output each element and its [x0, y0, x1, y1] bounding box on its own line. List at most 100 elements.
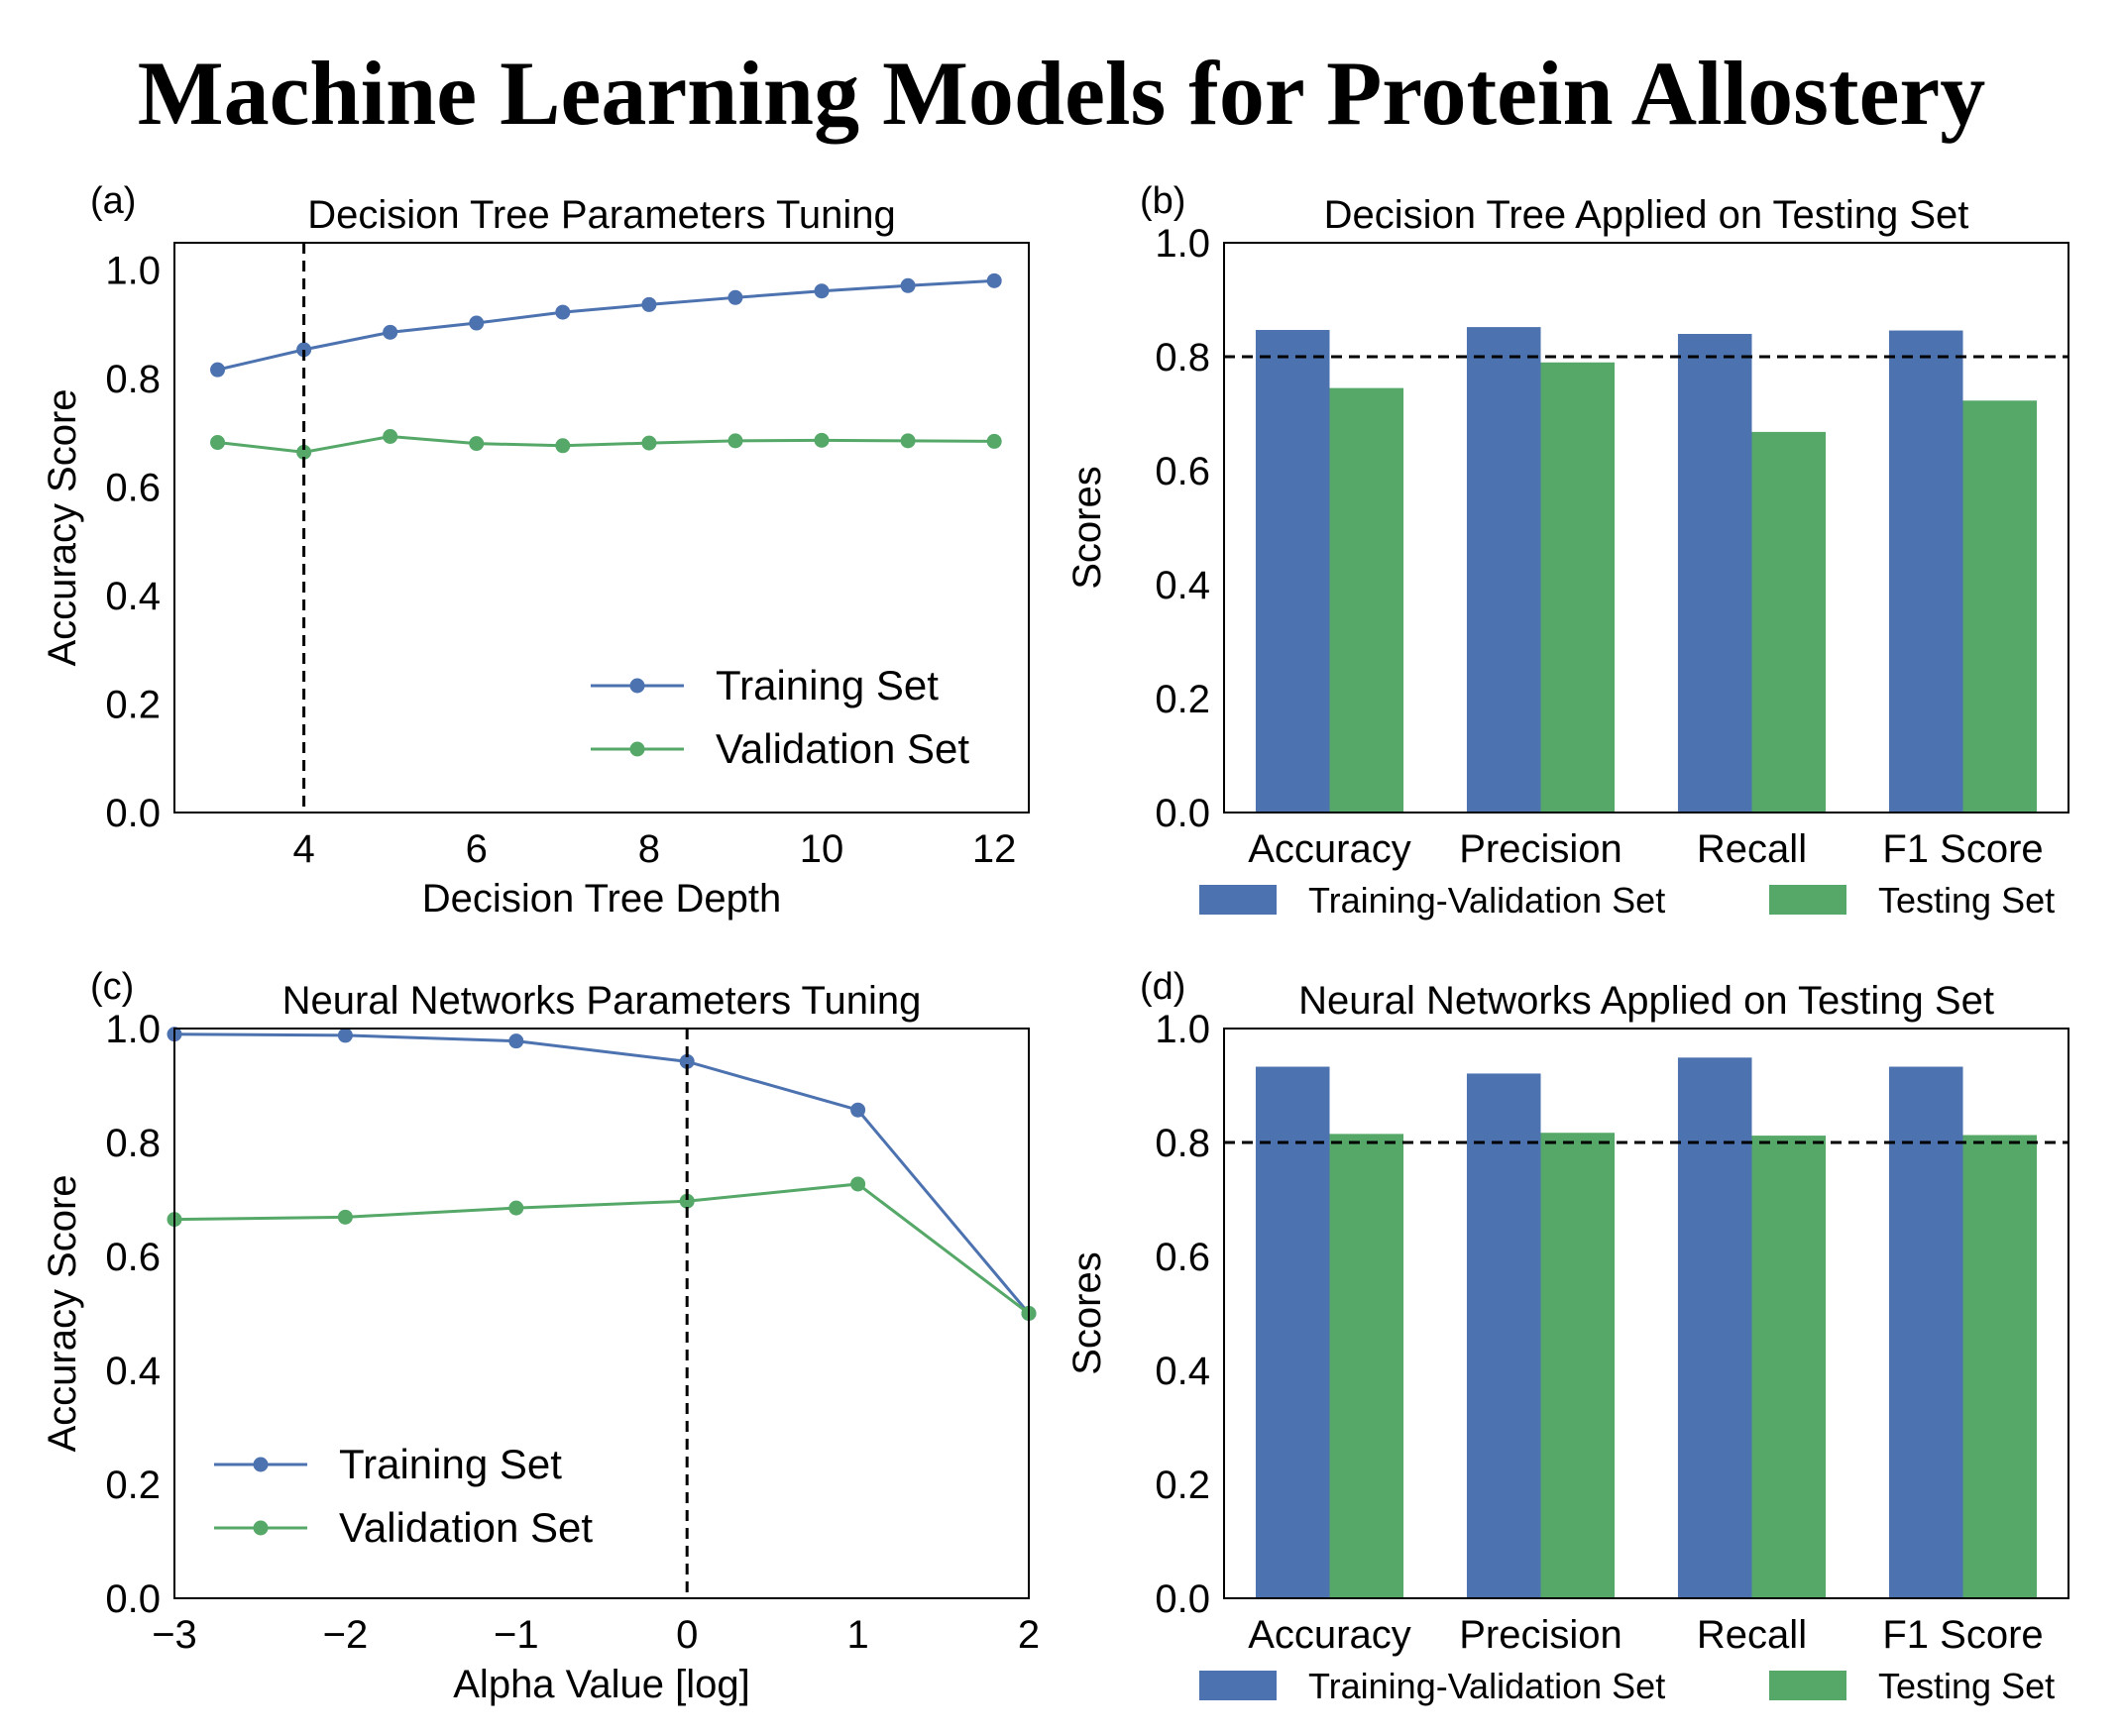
chart-panel-4: (d) Neural Networks Applied on Testing Se… — [1065, 966, 2069, 1706]
legend-marker — [629, 678, 645, 694]
x-tick-label: Recall — [1697, 827, 1807, 871]
x-tick-label: 0 — [676, 1613, 698, 1657]
y-axis-label: Scores — [1065, 1251, 1109, 1375]
data-point — [986, 433, 1002, 449]
legend-label: Testing Set — [1878, 1666, 2055, 1706]
y-tick-label: 0.0 — [1155, 792, 1210, 835]
data-point — [679, 1193, 695, 1209]
bar-training-validation — [1677, 1057, 1752, 1598]
legend-label: Validation Set — [339, 1504, 593, 1551]
bar-training-validation — [1888, 330, 1963, 813]
bar-training-validation — [1466, 327, 1541, 813]
bar-training-validation — [1888, 1066, 1963, 1598]
y-axis-label: Accuracy Score — [41, 388, 84, 666]
y-tick-label: 0.8 — [105, 1122, 161, 1165]
y-tick-label: 1.0 — [1155, 222, 1210, 266]
x-tick-label: −3 — [152, 1613, 197, 1657]
x-tick-label: Accuracy — [1248, 1613, 1411, 1657]
data-point — [900, 433, 916, 449]
bar-testing — [1962, 400, 2038, 813]
y-tick-label: 0.4 — [105, 575, 161, 618]
data-point — [555, 304, 571, 320]
x-tick-label: F1 Score — [1882, 827, 2043, 871]
data-point — [296, 342, 312, 358]
y-tick-label: 0.6 — [105, 1236, 161, 1279]
x-axis-label: Decision Tree Depth — [422, 877, 781, 921]
bar-training-validation — [1466, 1073, 1541, 1598]
figure-title: Machine Learning Models for Protein Allo… — [138, 43, 1985, 144]
y-axis-label: Scores — [1065, 466, 1109, 590]
chart-panel-1: (a) Decision Tree Parameters Tuning 0.0 0.2… — [41, 180, 1030, 921]
series-line-2 — [217, 434, 995, 454]
legend-label: Training Set — [339, 1441, 562, 1487]
data-point — [641, 435, 657, 451]
legend-marker — [253, 1457, 269, 1472]
bar-testing — [1751, 1136, 1827, 1598]
bar-testing — [1540, 362, 1616, 813]
data-point — [337, 1209, 353, 1225]
chart-panel-3: (c) Neural Networks Parameters Tuning 0.0 0… — [41, 966, 1040, 1706]
x-tick-label: 4 — [292, 827, 314, 871]
data-point — [850, 1176, 866, 1192]
y-tick-label: 0.8 — [1155, 1122, 1210, 1165]
y-axis-label: Accuracy Score — [41, 1174, 84, 1452]
y-tick-label: 0.4 — [1155, 1350, 1210, 1393]
data-point — [469, 315, 485, 331]
series-line-2 — [173, 1182, 1030, 1315]
x-tick-label: −1 — [494, 1613, 539, 1657]
x-tick-label: 12 — [972, 827, 1017, 871]
bar-testing — [1962, 1135, 2038, 1598]
y-tick-label: 0.4 — [1155, 564, 1210, 607]
axes-frame — [173, 242, 1030, 814]
axes-frame — [1223, 242, 2069, 814]
bar-testing — [1540, 1133, 1616, 1598]
data-point — [900, 277, 916, 293]
y-tick-label: 0.2 — [1155, 678, 1210, 721]
x-tick-label: Recall — [1697, 1613, 1807, 1657]
y-tick-label: 0.0 — [1155, 1577, 1210, 1621]
y-tick-label: 0.0 — [105, 1577, 161, 1621]
x-tick-label: 6 — [466, 827, 488, 871]
y-tick-label: 0.2 — [105, 1464, 161, 1507]
data-point — [814, 283, 830, 299]
x-tick-label: 10 — [800, 827, 844, 871]
legend-label: Testing Set — [1878, 880, 2055, 921]
series-line-1 — [217, 278, 995, 372]
data-point — [679, 1053, 695, 1069]
chart-title: Neural Networks Parameters Tuning — [282, 979, 922, 1023]
axes-frame — [1223, 1028, 2069, 1599]
panel-label: (a) — [90, 180, 136, 222]
legend-label: Training-Validation Set — [1308, 1666, 1665, 1706]
data-point — [850, 1102, 866, 1118]
x-tick-label: Accuracy — [1248, 827, 1411, 871]
y-tick-label: 1.0 — [1155, 1008, 1210, 1051]
x-tick-label: F1 Score — [1882, 1613, 2043, 1657]
axes-frame — [173, 1028, 1030, 1599]
x-tick-label: 2 — [1018, 1613, 1040, 1657]
bar-training-validation — [1255, 329, 1330, 813]
legend-marker — [253, 1520, 269, 1536]
data-point — [383, 324, 398, 340]
panel-label: (c) — [90, 966, 134, 1008]
x-tick-label: 1 — [846, 1613, 868, 1657]
y-tick-label: 0.0 — [105, 792, 161, 835]
x-tick-label: Precision — [1459, 1613, 1622, 1657]
panel-label: (d) — [1140, 966, 1185, 1008]
y-tick-label: 0.4 — [105, 1350, 161, 1393]
y-tick-label: 0.8 — [105, 358, 161, 401]
legend-swatch — [1199, 1671, 1277, 1700]
chart-title: Decision Tree Parameters Tuning — [307, 193, 896, 237]
data-point — [508, 1200, 524, 1216]
bar-testing — [1329, 387, 1404, 813]
data-point — [727, 433, 743, 449]
legend-swatch — [1769, 1671, 1846, 1700]
chart-title: Neural Networks Applied on Testing Set — [1298, 979, 1994, 1023]
x-tick-label: −2 — [323, 1613, 369, 1657]
bar-training-validation — [1255, 1066, 1330, 1598]
legend-label: Training-Validation Set — [1308, 880, 1665, 921]
y-tick-label: 0.6 — [1155, 1236, 1210, 1279]
data-point — [296, 444, 312, 460]
data-point — [641, 296, 657, 312]
data-point — [210, 362, 226, 378]
